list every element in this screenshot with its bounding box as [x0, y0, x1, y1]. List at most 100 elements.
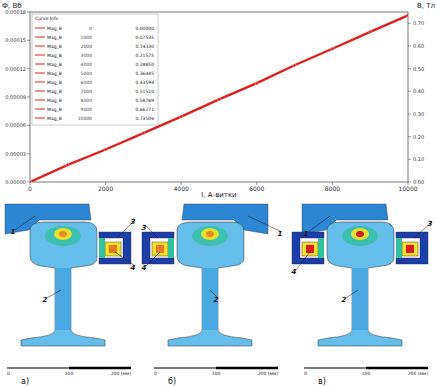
y2-tick — [408, 114, 411, 115]
series-marker — [369, 30, 372, 33]
yoke-gap — [99, 238, 105, 258]
legend-swatch — [35, 82, 45, 83]
x-tick-label: 10000 — [398, 185, 417, 192]
coil-hot — [406, 245, 414, 253]
leader-line — [146, 252, 160, 266]
y-tick — [27, 40, 30, 41]
y-tick-label: 0.00003 — [5, 151, 26, 157]
scale-bar — [154, 367, 216, 368]
leader-line — [346, 290, 358, 298]
part-label: 3 — [142, 224, 147, 232]
legend-swatch — [35, 55, 45, 56]
legend-swatch — [35, 73, 45, 74]
series-marker — [406, 14, 408, 17]
legend-box — [32, 14, 158, 125]
y-tick — [27, 125, 30, 126]
part-label: 1 — [278, 230, 283, 238]
scale-bar — [366, 367, 428, 369]
rail — [318, 222, 402, 346]
legend-entry: Mag_B — [47, 80, 62, 86]
y-tick-label: 0.00006 — [5, 122, 26, 128]
legend-entry: Mag_B — [47, 89, 62, 95]
rail — [168, 222, 252, 346]
scale-bar — [304, 367, 366, 368]
yoke — [142, 232, 174, 264]
coil — [105, 242, 121, 256]
y2-tick — [408, 91, 411, 92]
fem-panel: 12340100200 (мм)а) — [5, 204, 136, 386]
legend-swatch — [35, 46, 45, 47]
legend-value: 0.00000 — [135, 26, 154, 31]
legend-x: 3000 — [81, 53, 93, 58]
coil-hot — [156, 245, 164, 253]
x-axis-title: I, А-витки — [201, 191, 236, 199]
y2-tick-label: 0.20 — [413, 134, 424, 140]
legend-swatch — [35, 37, 45, 38]
legend-swatch — [35, 28, 45, 29]
yoke — [99, 232, 131, 264]
y-tick-label: 0.00012 — [5, 66, 26, 72]
rail-web-field — [55, 268, 71, 330]
legend-entry: Mag_B — [47, 26, 62, 32]
legend-entry: Mag_B — [47, 71, 62, 77]
y2-tick-label: 0.10 — [413, 156, 424, 162]
series-marker — [217, 98, 220, 101]
part-label: 4 — [142, 264, 147, 272]
figure: 02000400060008000100000.000000.000030.00… — [0, 0, 437, 386]
legend-swatch — [35, 109, 45, 110]
rail — [21, 222, 105, 346]
y-tick-label: 0.00000 — [5, 179, 26, 185]
leader-line — [15, 216, 35, 230]
series-marker — [30, 180, 32, 182]
legend-value: 0.28850 — [135, 62, 154, 67]
y2-tick-label: 0.50 — [413, 66, 424, 72]
legend-x: 5000 — [81, 71, 93, 76]
x-tick-label: 0 — [28, 185, 32, 192]
coil — [152, 242, 168, 256]
legend-swatch — [35, 100, 45, 101]
legend-entry: Mag_B — [47, 35, 62, 41]
y2-tick-label: 0.30 — [413, 111, 424, 117]
series-marker — [255, 82, 258, 85]
leader-line — [296, 252, 310, 270]
legend-value: 0.36445 — [135, 71, 154, 76]
legend-value: 0.73506 — [135, 116, 154, 121]
y2-tick-label: 0.40 — [413, 88, 424, 94]
legend-entry: Mag_B — [47, 62, 62, 68]
series-marker — [180, 115, 183, 118]
scale-label: 200 (мм) — [111, 371, 132, 376]
y-tick-label: 0.00009 — [5, 94, 26, 100]
x-tick-label: 2000 — [98, 185, 113, 192]
scale-label: 0 — [7, 371, 10, 376]
rail-web-field — [202, 268, 218, 330]
series-marker — [293, 64, 296, 67]
data-group — [30, 14, 408, 182]
part-label: 2 — [214, 296, 219, 304]
field-peak — [59, 231, 67, 237]
y2-tick — [408, 23, 411, 24]
part-label: 4 — [131, 264, 136, 272]
part-label: 3 — [428, 220, 433, 228]
legend-swatch — [35, 91, 45, 92]
scale-label: 100 — [212, 371, 221, 376]
field-zone — [351, 228, 369, 240]
plot-frame — [30, 12, 408, 182]
legend-value: 0.58789 — [135, 98, 154, 103]
panel-caption: б) — [168, 377, 176, 386]
series-marker — [66, 163, 69, 166]
legend-x: 7000 — [81, 89, 93, 94]
fem-panel: 12340100200 (мм)б) — [142, 204, 283, 386]
panel-caption: в) — [318, 377, 326, 386]
coil — [402, 242, 418, 256]
field-zone — [201, 228, 219, 240]
y-tick — [27, 12, 30, 13]
y2-axis-title: B, Тл — [417, 2, 435, 10]
scale-bar — [7, 367, 69, 368]
y-tick — [27, 97, 30, 98]
legend-entry: Mag_B — [47, 98, 62, 104]
legend-x: 6000 — [81, 80, 93, 85]
y2-tick — [408, 46, 411, 47]
scale-label: 100 — [65, 371, 74, 376]
coil-hot — [306, 245, 314, 253]
y2-tick — [408, 159, 411, 160]
